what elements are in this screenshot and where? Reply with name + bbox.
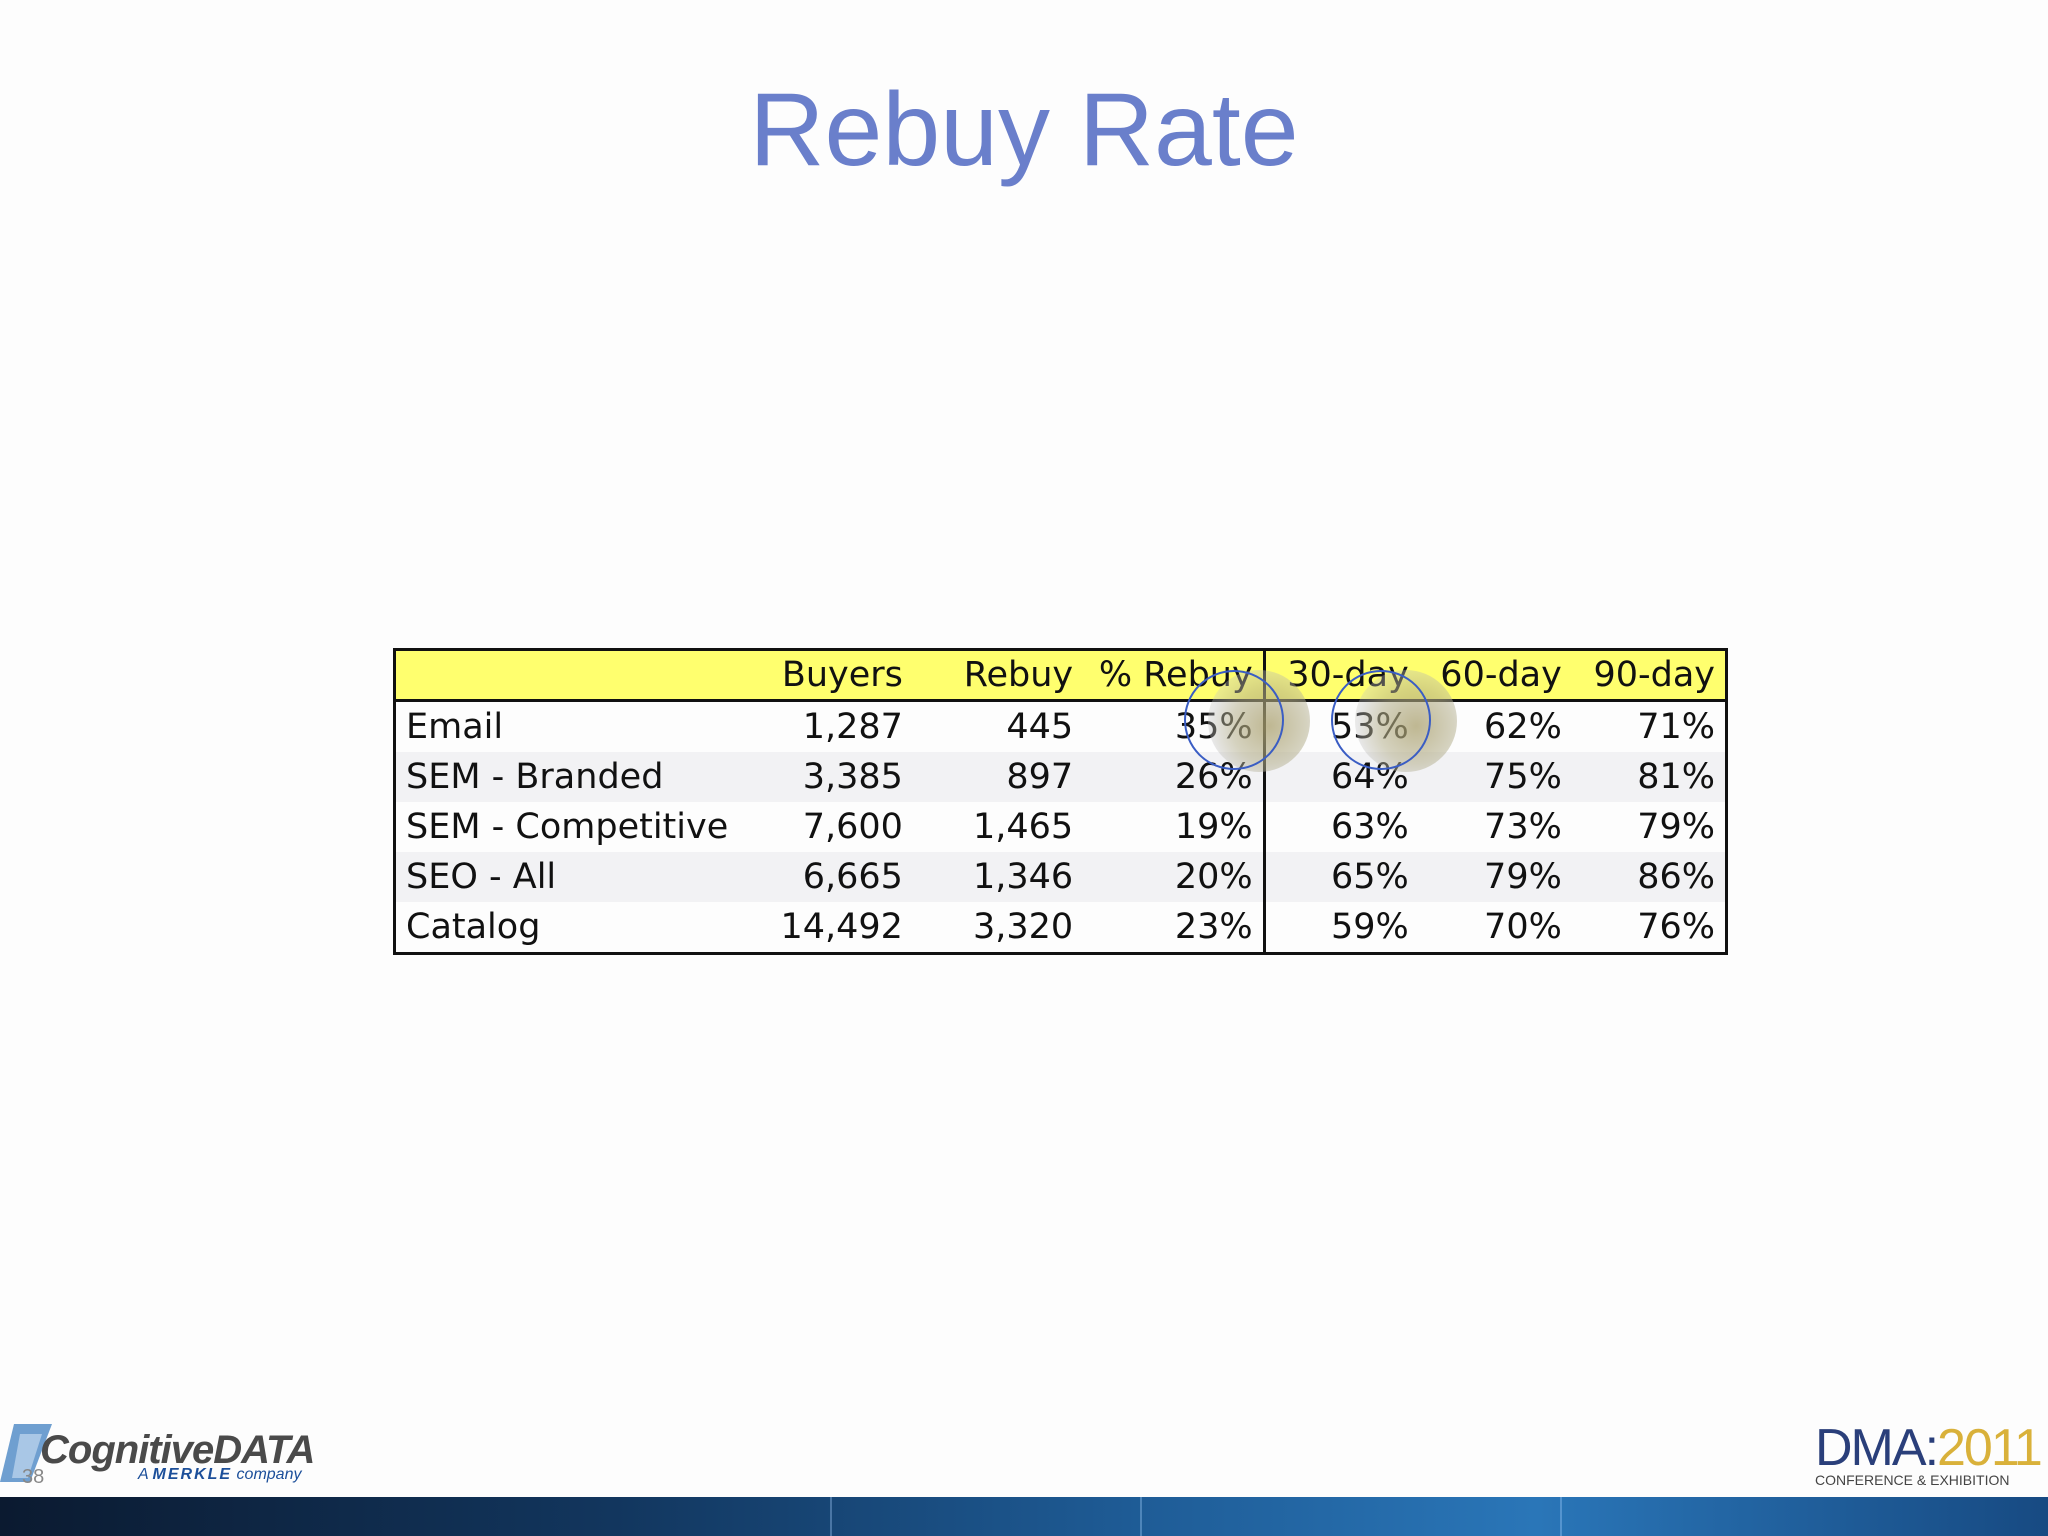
- header-buyers: Buyers: [753, 649, 913, 702]
- row-label: SEM - Competitive: [406, 807, 729, 847]
- buyers-cell: 6,665: [753, 852, 913, 902]
- day30-cell: 65%: [1264, 852, 1419, 902]
- row-label: Email: [406, 707, 504, 747]
- header-90-day: 90-day: [1571, 649, 1727, 702]
- rebuy-cell: 1,346: [912, 852, 1084, 902]
- day60-cell: 70%: [1484, 907, 1562, 947]
- rebuy-cell: 3,320: [972, 907, 1074, 947]
- rebuy-cell: 1,465: [972, 807, 1074, 847]
- merkle-brand: MERKLE: [152, 1466, 233, 1483]
- rebuy-cell: 445: [1006, 707, 1074, 747]
- pct-rebuy-cell: 20%: [1083, 852, 1266, 902]
- day60-cell: 73%: [1484, 807, 1562, 847]
- footer-streak: [1140, 1497, 1142, 1536]
- merkle-tagline-a: A: [138, 1466, 149, 1483]
- row-label: SEM - Branded: [394, 752, 754, 802]
- buyers-cell: 7,600: [802, 807, 903, 847]
- buyers-cell: 3,385: [753, 752, 913, 802]
- day60-cell: 62%: [1484, 707, 1562, 747]
- table-row: SEO - All 6,665 1,346 20% 65% 79% 86%: [394, 852, 1727, 902]
- table-row: Catalog 14,492 3,320 23% 59% 70% 76%: [395, 902, 1727, 954]
- day90-cell: 79%: [1637, 807, 1715, 847]
- day90-cell: 86%: [1571, 852, 1727, 902]
- rebuy-rate-table: Buyers Rebuy % Rebuy 30-day 60-day 90-da…: [393, 648, 1728, 955]
- cognitivedata-logo-mark: [0, 1424, 52, 1482]
- table-row: Email 1,287 445 35% 53% 62% 71%: [395, 700, 1727, 752]
- pct-rebuy-cell: 19%: [1083, 802, 1266, 852]
- pct-rebuy-cell: 26%: [1083, 752, 1266, 802]
- merkle-tagline-company: company: [236, 1466, 302, 1483]
- click-ring-pct-rebuy: [1184, 670, 1284, 770]
- table-header-row: Buyers Rebuy % Rebuy 30-day 60-day 90-da…: [394, 649, 1727, 702]
- dma-logo-text: DMA: [1815, 1419, 1927, 1477]
- dma-logo-year: 2011: [1937, 1419, 2043, 1477]
- header-rebuy: Rebuy: [912, 649, 1084, 702]
- day90-cell: 81%: [1571, 752, 1727, 802]
- footer-streak: [830, 1497, 832, 1536]
- merkle-tagline: A MERKLE company: [138, 1466, 301, 1484]
- rebuy-cell: 897: [912, 752, 1084, 802]
- day60-cell: 79%: [1418, 852, 1572, 902]
- day60-cell: 75%: [1418, 752, 1572, 802]
- slide-title: Rebuy Rate: [749, 72, 1299, 188]
- click-ring-30-day: [1331, 670, 1431, 770]
- buyers-cell: 1,287: [802, 707, 903, 747]
- page-number: 38: [22, 1466, 45, 1488]
- table-row: SEM - Competitive 7,600 1,465 19% 63% 73…: [395, 802, 1727, 852]
- day30-cell: 63%: [1330, 807, 1409, 847]
- table-row: SEM - Branded 3,385 897 26% 64% 75% 81%: [394, 752, 1727, 802]
- day90-cell: 71%: [1637, 707, 1715, 747]
- row-label: Catalog: [406, 907, 541, 947]
- dma-logo-subtitle: CONFERENCE & EXHIBITION: [1815, 1472, 2010, 1488]
- footer-streak: [1560, 1497, 1562, 1536]
- header-empty: [394, 649, 754, 702]
- row-label: SEO - All: [394, 852, 754, 902]
- dma-2011-logo: DMA:2011 CONFERENCE & EXHIBITION: [1815, 1419, 2043, 1488]
- dma-logo-sep: :: [1924, 1419, 1940, 1477]
- day30-cell: 59%: [1330, 907, 1409, 947]
- day90-cell: 76%: [1637, 907, 1715, 947]
- footer-band: [0, 1497, 2048, 1536]
- cognitivedata-logo: CognitiveDATA: [40, 1428, 315, 1472]
- pct-rebuy-cell: 23%: [1083, 902, 1266, 954]
- buyers-cell: 14,492: [780, 907, 903, 947]
